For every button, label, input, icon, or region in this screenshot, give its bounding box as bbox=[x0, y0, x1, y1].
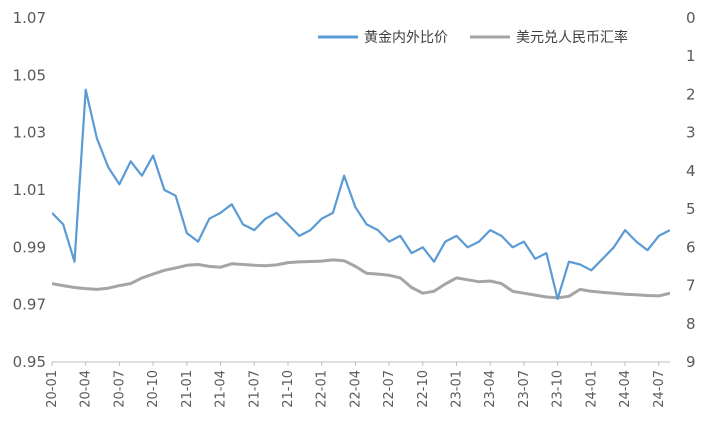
y2-tick-label: 9 bbox=[686, 353, 696, 371]
x-tick-label: 20-10 bbox=[146, 370, 161, 408]
x-tick-label: 20-04 bbox=[79, 370, 94, 408]
y2-tick-label: 3 bbox=[686, 124, 696, 142]
y2-tick-label: 1 bbox=[686, 47, 696, 65]
y-tick-label: 0.95 bbox=[13, 353, 46, 371]
fx-rate-line bbox=[52, 258, 670, 300]
y2-tick-label: 6 bbox=[686, 238, 696, 256]
legend-label-fx-rate: 美元兑人民币汇率 bbox=[516, 29, 628, 46]
gold-ratio-line bbox=[52, 88, 670, 300]
x-tick-label: 22-07 bbox=[382, 370, 397, 408]
x-tick-label: 21-04 bbox=[214, 370, 229, 408]
x-tick-label: 22-10 bbox=[416, 370, 431, 408]
y-tick-label: 1.05 bbox=[13, 66, 46, 84]
x-tick-label: 23-10 bbox=[551, 370, 566, 408]
x-tick-label: 20-01 bbox=[45, 370, 60, 408]
x-tick-label: 23-07 bbox=[517, 370, 532, 408]
y-tick-label: 0.99 bbox=[13, 238, 46, 256]
x-tick-label: 24-04 bbox=[618, 370, 633, 408]
x-tick-label: 22-01 bbox=[315, 370, 330, 408]
y-tick-label: 1.01 bbox=[13, 181, 46, 199]
y2-tick-label: 4 bbox=[686, 162, 696, 180]
x-tick-label: 21-10 bbox=[281, 370, 296, 408]
x-tick-label: 21-07 bbox=[247, 370, 262, 408]
y2-tick-label: 0 bbox=[686, 9, 696, 27]
legend-label-gold-ratio: 黄金内外比价 bbox=[364, 29, 448, 46]
y-tick-label: 0.97 bbox=[13, 296, 46, 314]
x-tick-label: 21-01 bbox=[180, 370, 195, 408]
x-tick-label: 20-07 bbox=[112, 370, 127, 408]
y2-tick-label: 2 bbox=[686, 85, 696, 103]
y-tick-label: 1.03 bbox=[13, 124, 46, 142]
x-tick-label: 24-07 bbox=[652, 370, 667, 408]
x-tick-label: 23-01 bbox=[450, 370, 465, 408]
x-tick-label: 24-01 bbox=[584, 370, 599, 408]
y2-tick-label: 5 bbox=[686, 200, 696, 218]
x-tick-label: 23-04 bbox=[483, 370, 498, 408]
y2-tick-label: 7 bbox=[686, 277, 696, 295]
y2-tick-label: 8 bbox=[686, 315, 696, 333]
y-tick-label: 1.07 bbox=[13, 9, 46, 27]
x-tick-label: 22-04 bbox=[348, 370, 363, 408]
